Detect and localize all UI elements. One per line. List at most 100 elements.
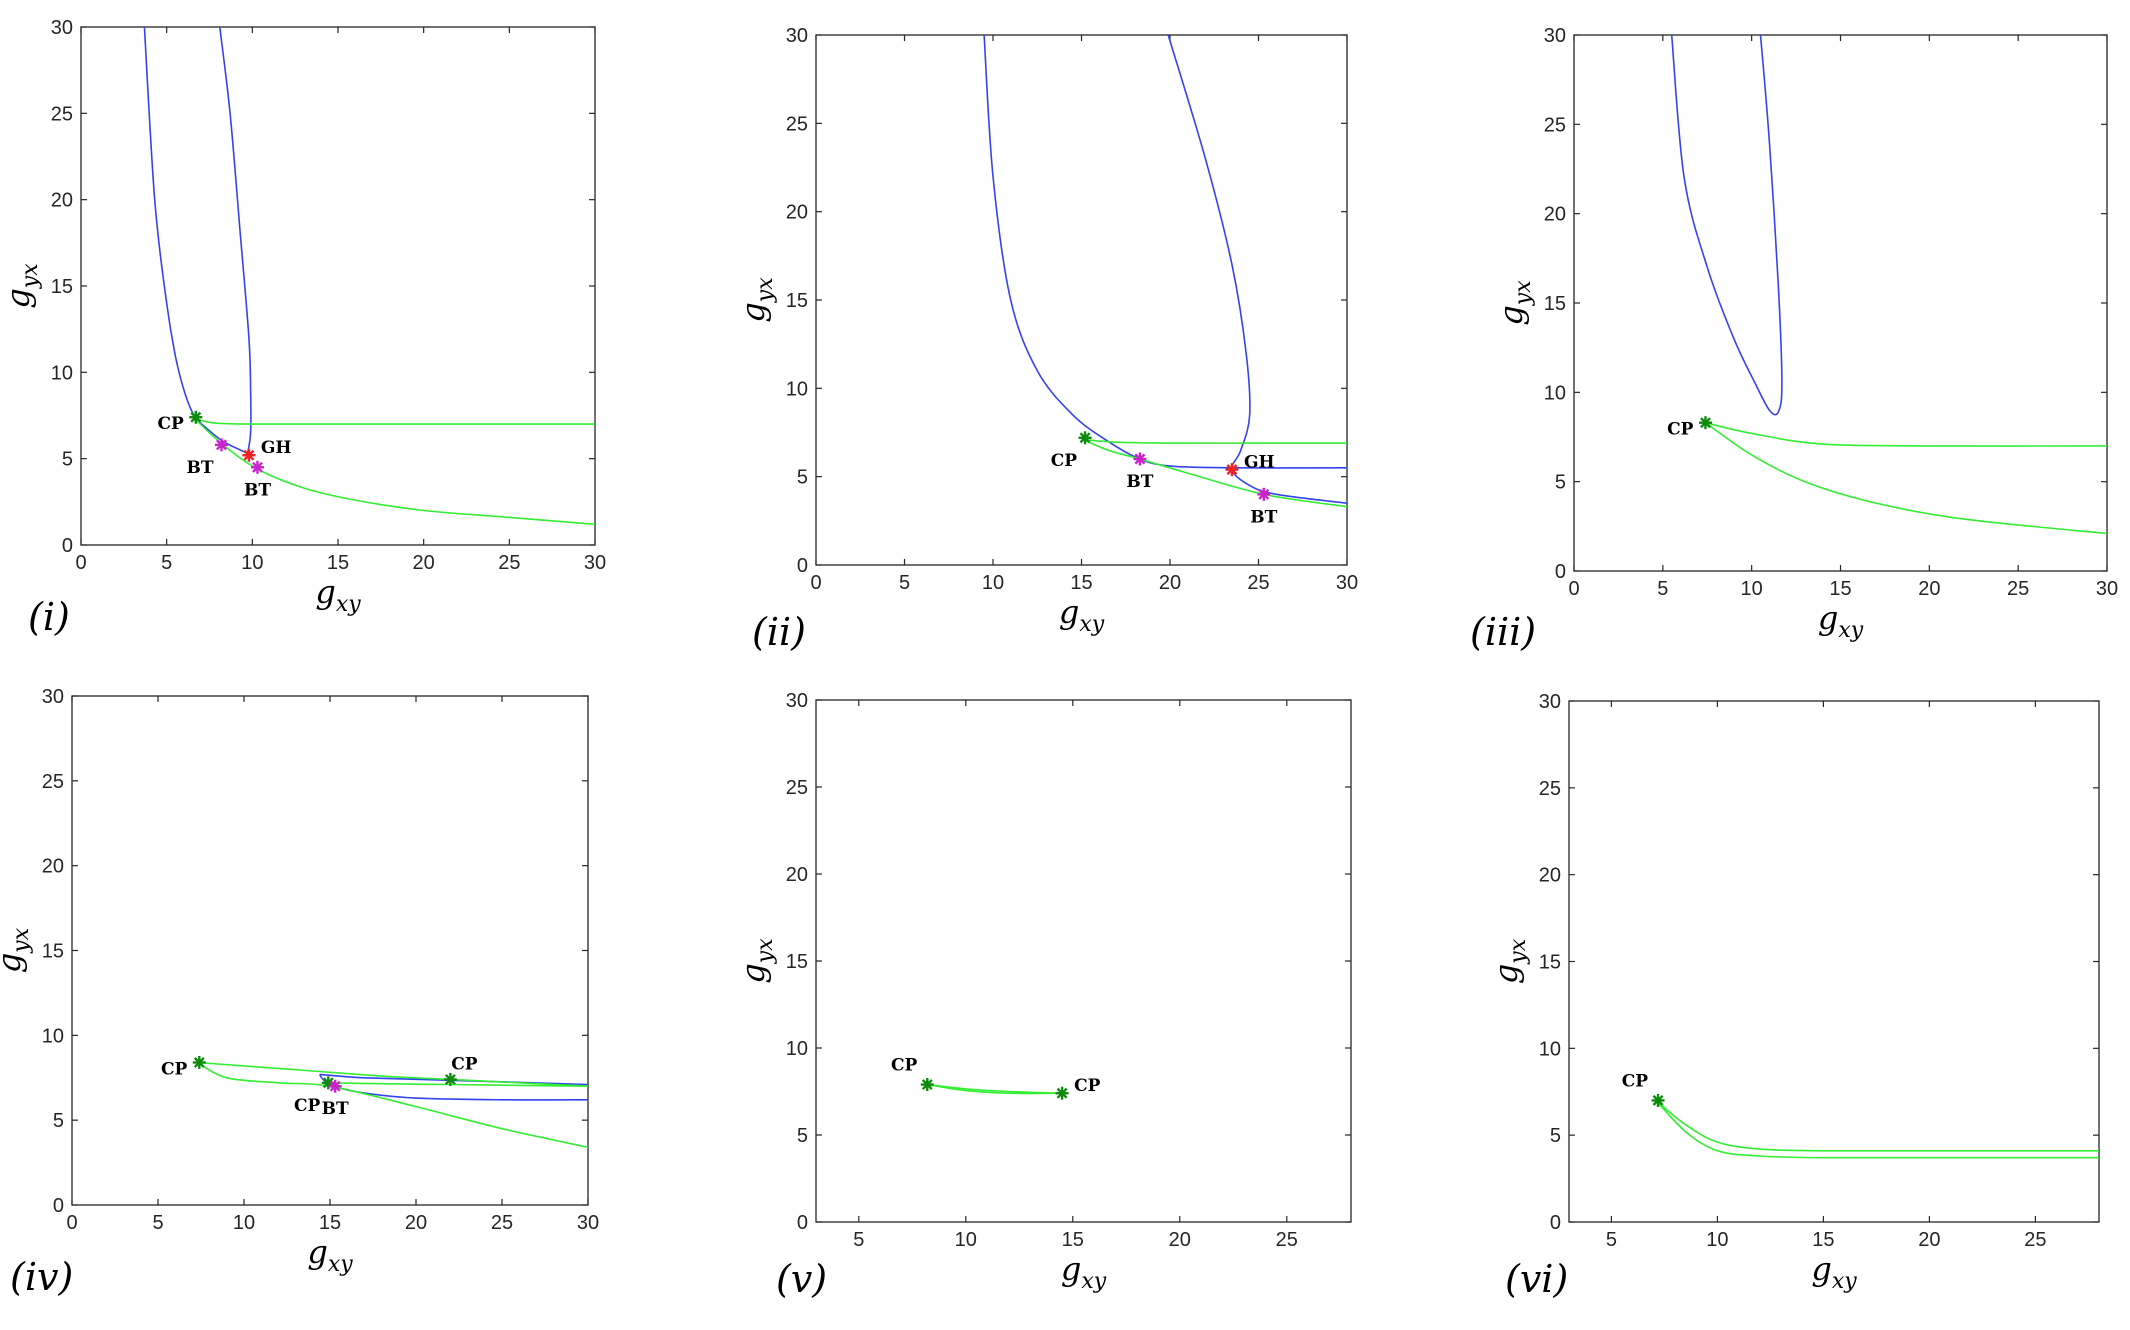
y-tick-label: 25: [1539, 778, 1561, 800]
marker-label: GH: [261, 438, 292, 458]
y-tick-label: 10: [1539, 1038, 1561, 1060]
marker-bt: [328, 1079, 342, 1093]
series-line-green-lower: [197, 1061, 588, 1149]
series-line-blue-left: [983, 35, 1347, 469]
y-tick-label: 30: [786, 690, 808, 712]
y-tick-label: 10: [786, 1038, 808, 1060]
x-tick-label: 10: [1706, 1229, 1728, 1251]
marker-cp: [192, 1055, 206, 1069]
marker-label: CP: [294, 1096, 321, 1116]
marker-bt: [214, 438, 228, 452]
y-tick-label: 5: [1550, 1125, 1561, 1147]
marker-cp: [1078, 431, 1092, 445]
marker-cp: [1651, 1093, 1665, 1107]
x-tick-label: 10: [982, 572, 1004, 594]
panel-6: 5 10 15 20 25 0 5 10 15 20 25 30 gxy gyx (vi) CP: [1487, 691, 2100, 1301]
marker-bt: [250, 460, 264, 474]
marker-cp: [1698, 416, 1712, 430]
y-tick-label: 20: [1544, 204, 1566, 226]
series-group: [143, 27, 595, 526]
y-tick-label: 15: [51, 276, 73, 298]
marker-cp: [189, 410, 203, 424]
series-group: [927, 1083, 1063, 1095]
x-tick-label: 20: [1918, 578, 1940, 600]
marker-label: CP: [1074, 1076, 1101, 1096]
x-tick-label: 20: [1169, 1229, 1191, 1251]
series-line-green-upper: [1655, 1099, 2099, 1152]
marker-gh: [1225, 463, 1239, 477]
x-tick-label: 20: [405, 1212, 427, 1234]
series-line-green-upper: [193, 417, 595, 425]
y-tick-label: 5: [797, 467, 808, 489]
x-tick-label: 20: [1918, 1229, 1940, 1251]
x-axis-label: gxy: [1059, 593, 1105, 637]
marker-gh: [242, 448, 256, 462]
x-axis-label: gxy: [1811, 1250, 1857, 1294]
y-axis-label: gyx: [1492, 280, 1536, 326]
y-tick-label: 30: [1539, 691, 1561, 713]
x-tick-label: 10: [1741, 578, 1763, 600]
y-axis-label: gyx: [0, 263, 43, 309]
x-tick-label: 10: [955, 1229, 977, 1251]
marker-label: BT: [186, 458, 213, 478]
series-line-blue-lower: [319, 1073, 588, 1101]
y-tick-label: 20: [786, 864, 808, 886]
y-axis-label: gyx: [734, 277, 778, 323]
marker-label: CP: [451, 1054, 478, 1074]
x-tick-label: 5: [152, 1212, 163, 1234]
axes-frame: [71, 695, 589, 1206]
x-tick-label: 25: [2024, 1229, 2046, 1251]
marker-cp: [443, 1072, 457, 1086]
panel-label: (ii): [752, 610, 806, 654]
axes-frame: [1568, 700, 2100, 1223]
panel-5: 5 10 15 20 25 0 5 10 15 20 25 30 gxy gyx (v) CP CP: [734, 690, 1352, 1301]
x-tick-label: 25: [498, 552, 520, 574]
x-axis-label: gxy: [307, 1233, 353, 1277]
x-tick-label: 30: [2096, 578, 2118, 600]
series-line-green-lower: [1705, 422, 2107, 535]
x-tick-label: 0: [810, 572, 821, 594]
axes-frame: [815, 699, 1352, 1223]
marker-label: CP: [1622, 1071, 1649, 1091]
panel-label: (iii): [1470, 610, 1536, 654]
panel-label: (i): [28, 595, 70, 639]
series-line-blue-right: [219, 27, 252, 456]
y-tick-label: 5: [797, 1125, 808, 1147]
marker-cp: [1055, 1086, 1069, 1100]
y-tick-label: 0: [797, 555, 808, 577]
axes-frame: [1573, 34, 2108, 572]
series-line-blue-loop: [1670, 35, 1783, 416]
y-tick-label: 5: [53, 1110, 64, 1132]
marker-label: CP: [891, 1056, 918, 1076]
y-axis-label: gyx: [1487, 938, 1531, 984]
x-tick-label: 5: [853, 1229, 864, 1251]
marker-label: CP: [161, 1059, 188, 1079]
panel-2: 0 5 10 15 20 25 30 0 5 10 15 20 25 30 gxy gyx (ii) CP BT GH…: [734, 25, 1358, 654]
x-tick-label: 5: [899, 572, 910, 594]
x-tick-label: 15: [319, 1212, 341, 1234]
marker-label: BT: [244, 480, 271, 500]
y-tick-label: 15: [786, 951, 808, 973]
y-tick-label: 25: [42, 771, 64, 793]
x-axis-label: gxy: [1061, 1250, 1107, 1294]
series-group: [197, 1061, 588, 1149]
y-tick-label: 15: [1544, 293, 1566, 315]
y-tick-label: 25: [786, 777, 808, 799]
y-axis-label: gyx: [734, 938, 778, 984]
series-line-green-lower: [927, 1083, 1063, 1095]
series-line-green-upper: [197, 1061, 588, 1087]
series-line-green-lower: [193, 417, 595, 526]
y-tick-label: 10: [1544, 382, 1566, 404]
x-tick-label: 0: [1568, 578, 1579, 600]
series-group: [1670, 35, 2107, 535]
axes-frame: [80, 26, 596, 546]
marker-label: GH: [1244, 453, 1275, 473]
x-tick-label: 5: [1606, 1229, 1617, 1251]
x-tick-label: 5: [161, 552, 172, 574]
x-tick-label: 15: [1812, 1229, 1834, 1251]
y-tick-label: 25: [1544, 114, 1566, 136]
x-tick-label: 0: [66, 1212, 77, 1234]
x-tick-label: 30: [584, 552, 606, 574]
panel-label: (v): [776, 1257, 827, 1301]
marker-label: CP: [1051, 451, 1078, 471]
